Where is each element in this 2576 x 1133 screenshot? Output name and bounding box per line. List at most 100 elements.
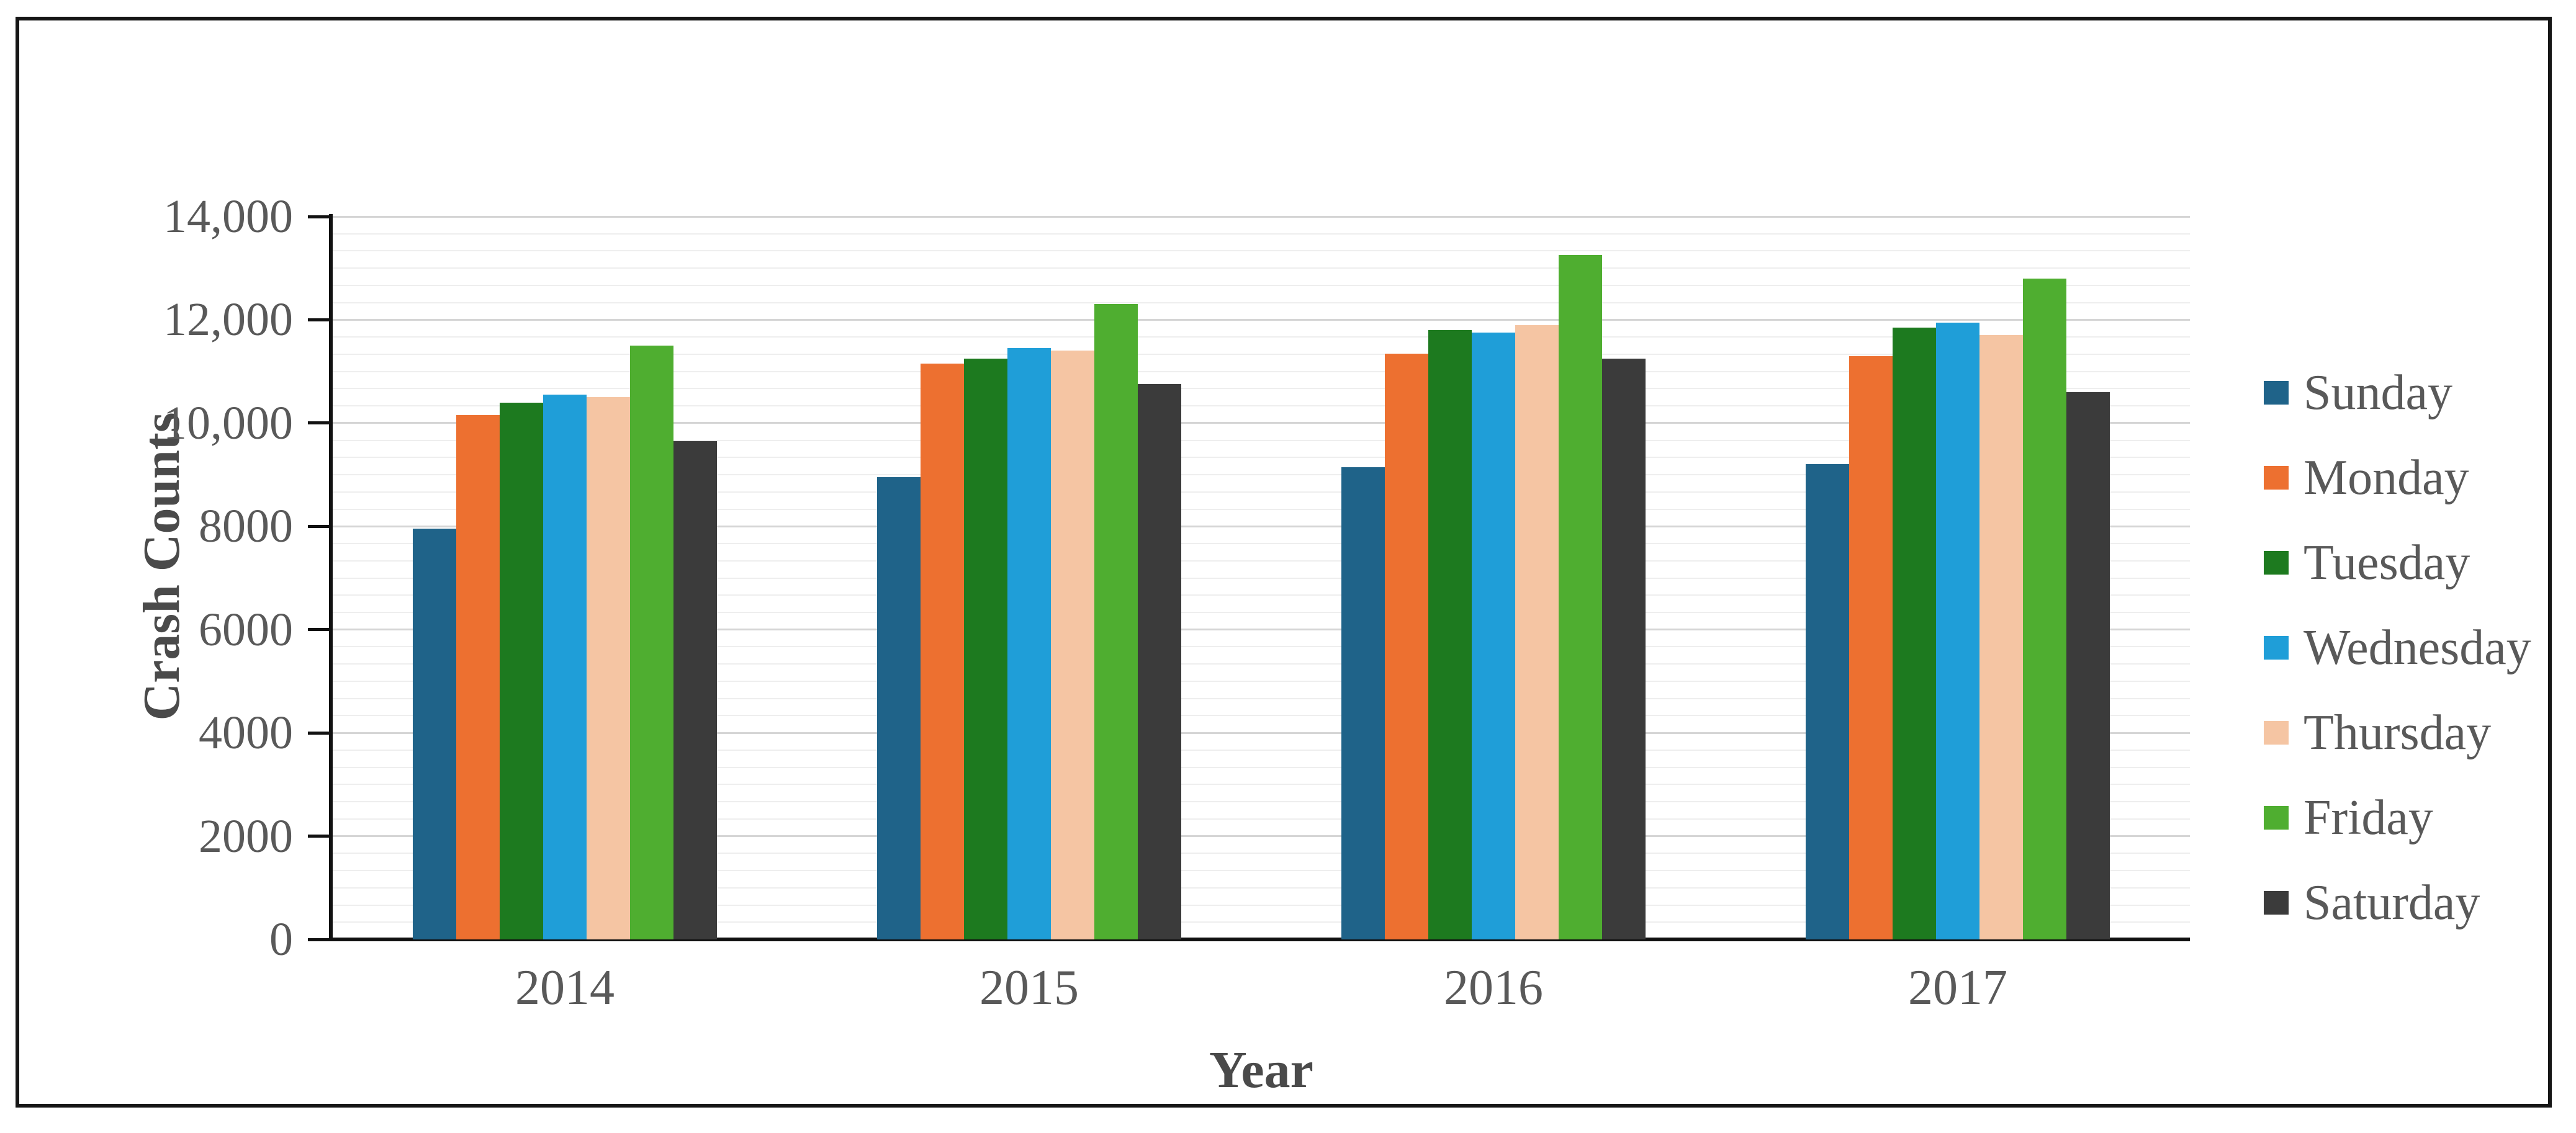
y-tick-label-4000: 4000 [199, 707, 293, 759]
bar-monday-2017 [1849, 356, 1893, 939]
legend-swatch-icon-saturday [2264, 890, 2289, 915]
gridline-minor [333, 853, 2190, 854]
bar-tuesday-2016 [1428, 330, 1472, 939]
y-tick-mark-2000 [308, 835, 329, 838]
gridline-minor [333, 611, 2190, 613]
plot-area: 14,000 12,000 10,000 8000 6000 4000 2000 0 2014 2… [163, 193, 2190, 1013]
bar-sunday-2015 [877, 477, 921, 939]
legend-item-friday: Friday [2264, 775, 2531, 860]
legend-item-tuesday: Tuesday [2264, 520, 2531, 605]
x-tick-label-2017: 2017 [1908, 961, 2007, 1015]
legend-item-saturday: Saturday [2264, 860, 2531, 945]
bar-friday-2017 [2023, 279, 2066, 939]
gridline-minor [333, 749, 2190, 751]
gridline-major [333, 732, 2190, 734]
bar-saturday-2015 [1138, 384, 1181, 939]
x-tick-label-2015: 2015 [980, 961, 1079, 1015]
bar-sunday-2014 [413, 529, 456, 939]
gridline-major [333, 835, 2190, 838]
gridline-minor [333, 818, 2190, 820]
gridline-minor [333, 267, 2190, 269]
y-tick-mark-10000 [308, 421, 329, 425]
category-band-2015 [797, 217, 1261, 939]
gridline-minor [333, 680, 2190, 682]
gridline-minor [333, 921, 2190, 923]
figure-border: Crash Counts 14,000 12,000 10,000 8000 6000 4… [16, 17, 2552, 1108]
y-tick-mark-8000 [308, 524, 329, 528]
gridline-minor [333, 577, 2190, 579]
gridline-minor [333, 697, 2190, 699]
gridline-minor [333, 594, 2190, 596]
gridline-minor [333, 560, 2190, 562]
y-tick-mark-4000 [308, 731, 329, 735]
gridline-minor [333, 284, 2190, 286]
bar-friday-2015 [1094, 304, 1138, 939]
gridline-minor [333, 801, 2190, 803]
gridline-minor [333, 474, 2190, 476]
y-tick-label-14000: 14,000 [163, 190, 293, 243]
gridline-minor [333, 439, 2190, 441]
gridline-minor [333, 457, 2190, 459]
gridline-minor [333, 887, 2190, 889]
legend-swatch-icon-friday [2264, 805, 2289, 830]
x-tick-label-2014: 2014 [515, 961, 615, 1015]
gridline-minor [333, 388, 2190, 390]
y-tick-mark-12000 [308, 318, 329, 321]
bar-monday-2016 [1385, 354, 1428, 939]
legend-label-saturday: Saturday [2304, 875, 2480, 930]
legend-label-sunday: Sunday [2304, 365, 2452, 420]
gridline-minor [333, 370, 2190, 372]
bar-group-2016 [1341, 217, 1646, 939]
category-band-2016 [1261, 217, 1726, 939]
bar-friday-2016 [1559, 255, 1602, 939]
bar-tuesday-2014 [500, 403, 543, 939]
legend-swatch-icon-wednesday [2264, 635, 2289, 660]
y-tick-label-6000: 6000 [199, 603, 293, 656]
bar-monday-2014 [456, 415, 500, 939]
legend-label-tuesday: Tuesday [2304, 535, 2470, 590]
bar-monday-2015 [921, 364, 964, 939]
gridline-minor [333, 784, 2190, 786]
legend-swatch-icon-thursday [2264, 720, 2289, 745]
bar-thursday-2017 [1979, 335, 2023, 939]
legend-item-thursday: Thursday [2264, 690, 2531, 775]
bar-sunday-2016 [1341, 467, 1385, 939]
gridline-minor [333, 766, 2190, 768]
bar-thursday-2015 [1051, 351, 1094, 939]
legend-label-wednesday: Wednesday [2304, 620, 2531, 675]
gridline-minor [333, 353, 2190, 355]
gridline-major [333, 629, 2190, 631]
x-axis-title: Year [1209, 1041, 1313, 1099]
legend-item-sunday: Sunday [2264, 350, 2531, 435]
bar-thursday-2014 [587, 397, 630, 939]
gridline-major [333, 525, 2190, 527]
gridline-minor [333, 336, 2190, 338]
gridline-minor [333, 663, 2190, 665]
bar-group-2015 [877, 217, 1181, 939]
gridline-minor [333, 646, 2190, 648]
gridline-major [333, 215, 2190, 218]
bar-group-2014 [413, 217, 717, 939]
gridline-minor [333, 233, 2190, 235]
gridline-major [333, 422, 2190, 424]
gridline-minor [333, 405, 2190, 407]
bar-group-2017 [1806, 217, 2110, 939]
y-tick-label-10000: 10,000 [163, 396, 293, 449]
bar-tuesday-2017 [1893, 328, 1936, 939]
y-tick-mark-0 [308, 938, 329, 941]
y-tick-mark-14000 [308, 215, 329, 218]
legend-swatch-icon-sunday [2264, 380, 2289, 405]
y-axis-title: Crash Counts [133, 412, 191, 721]
bar-saturday-2017 [2066, 392, 2110, 939]
y-tick-mark-6000 [308, 628, 329, 632]
bar-wednesday-2016 [1472, 333, 1515, 939]
bar-saturday-2016 [1602, 359, 1646, 939]
category-band-2014 [333, 217, 797, 939]
legend: Sunday Monday Tuesday Wednesday Thursday Frid… [2264, 350, 2531, 945]
legend-label-thursday: Thursday [2304, 705, 2492, 760]
legend-item-monday: Monday [2264, 435, 2531, 520]
gridline-minor [333, 250, 2190, 252]
gridline-minor [333, 904, 2190, 906]
gridline-minor [333, 508, 2190, 510]
